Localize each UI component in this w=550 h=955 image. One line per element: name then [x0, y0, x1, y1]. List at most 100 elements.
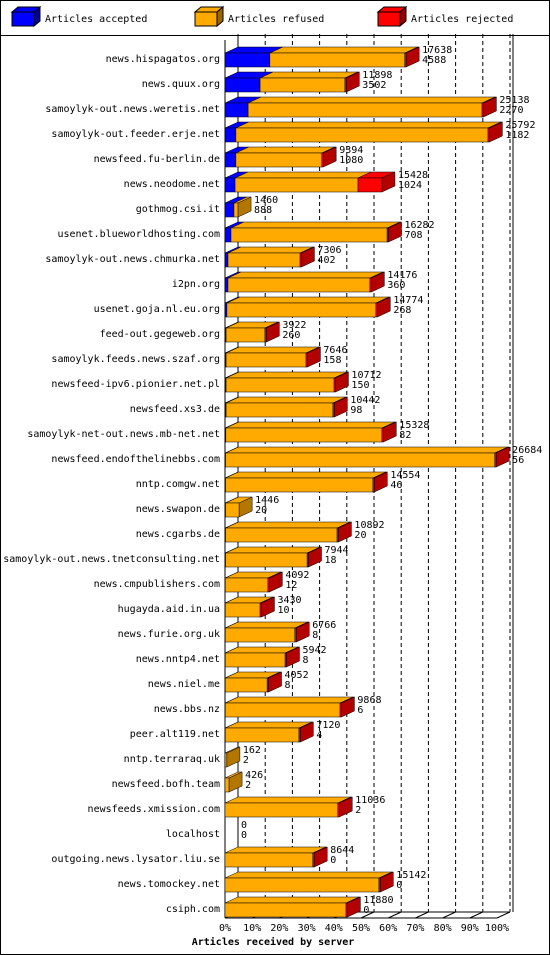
- category-label: gothmog.csi.it: [136, 204, 220, 215]
- x-tick-label: 50%: [352, 923, 370, 934]
- bar-segment: [224, 277, 229, 293]
- bar-side: [268, 671, 282, 693]
- accepted-label: 260: [282, 330, 300, 341]
- bar-segment: [225, 402, 334, 418]
- category-label: outgoing.news.lysator.liu.se: [51, 854, 220, 865]
- bar-side: [495, 446, 510, 468]
- offered-label: 7306: [317, 245, 341, 256]
- offered-label: 10712: [351, 370, 381, 381]
- x-tick: [415, 911, 429, 919]
- bar-side: [300, 721, 314, 743]
- accepted-label: 98: [350, 405, 362, 416]
- accepted-label: 2270: [499, 105, 523, 116]
- offered-label: 4092: [285, 570, 309, 581]
- offered-label: 14176: [387, 270, 417, 281]
- accepted-label: 3502: [362, 80, 386, 91]
- bar-segment: [225, 477, 374, 493]
- bar-segment: [224, 902, 347, 918]
- accepted-label: 0: [241, 830, 247, 841]
- category-label: usenet.goja.nl.eu.org: [94, 304, 220, 315]
- bar-side: [313, 846, 328, 868]
- offered-label: 10892: [354, 520, 384, 531]
- accepted-label: 708: [404, 230, 422, 241]
- x-axis-title: Articles received by server: [192, 936, 355, 948]
- bar-side: [301, 246, 315, 268]
- bar-top: [225, 521, 351, 529]
- x-tick: [469, 911, 484, 919]
- bar-top: [224, 871, 393, 879]
- category-label: samoylyk-out.feeder.erje.net: [51, 129, 220, 140]
- bar-top: [224, 846, 326, 854]
- bar-segment: [234, 177, 359, 193]
- accepted-label: 2: [355, 805, 361, 816]
- offered-label: 16282: [404, 220, 434, 231]
- category-label: news.neodome.net: [124, 179, 220, 190]
- bar-segment: [225, 602, 261, 618]
- bar-segment: [224, 227, 232, 243]
- bar-segment: [225, 527, 338, 543]
- offered-label: 7646: [323, 345, 347, 356]
- accepted-label: 8: [285, 680, 291, 691]
- bar-side: [381, 171, 396, 193]
- bar-side: [346, 71, 360, 93]
- bar-side: [335, 371, 349, 393]
- accepted-label: 12: [285, 580, 297, 591]
- offered-label: 6766: [312, 620, 336, 631]
- offered-label: 15142: [396, 870, 426, 881]
- accepted-label: 82: [399, 430, 411, 441]
- bar-side: [269, 571, 283, 593]
- legend-label: Articles rejected: [411, 14, 513, 25]
- x-tick-label: 80%: [434, 923, 452, 934]
- bar-side: [238, 496, 253, 518]
- category-label: nntp.terraraq.uk: [124, 754, 220, 765]
- bar-segment: [225, 502, 240, 518]
- bar-segment: [269, 52, 406, 68]
- offered-label: 14774: [393, 295, 423, 306]
- bar-top: [248, 96, 496, 104]
- bar-segment: [224, 102, 249, 118]
- offered-label: 7120: [316, 720, 340, 731]
- offered-label: 162: [243, 745, 261, 756]
- bar-segment: [224, 877, 380, 893]
- accepted-label: 1182: [505, 130, 529, 141]
- accepted-label: 0: [330, 855, 336, 866]
- category-label: feed-out.gegeweb.org: [100, 329, 220, 340]
- x-tick: [387, 911, 402, 919]
- bar-segment: [224, 202, 235, 218]
- bar-segment: [225, 652, 286, 668]
- legend-swatch: [11, 11, 35, 27]
- bar-segment: [225, 677, 268, 693]
- offered-label: 11898: [362, 70, 392, 81]
- bar-top: [225, 446, 508, 454]
- bar-side: [286, 646, 300, 668]
- bar-segment: [235, 152, 323, 168]
- accepted-label: 18: [325, 555, 337, 566]
- category-label: samoylyk-net-out.news.mb-net.net: [27, 429, 220, 440]
- category-label: news.cmpublishers.com: [94, 579, 220, 590]
- bar-side: [296, 621, 310, 643]
- bar-segment: [224, 752, 228, 768]
- bar-segment: [224, 252, 229, 268]
- category-label: newsfeed-ipv6.pionier.net.pl: [51, 379, 220, 390]
- accepted-label: 888: [254, 205, 272, 216]
- accepted-label: 2: [243, 755, 249, 766]
- bar-segment: [224, 127, 237, 143]
- bar-top: [225, 396, 347, 404]
- legend-label: Articles refused: [228, 14, 324, 25]
- bar-side: [341, 696, 355, 718]
- category-label: news.swapon.de: [136, 504, 220, 515]
- bar-segment: [225, 727, 300, 743]
- bar-top: [225, 546, 321, 554]
- offered-label: 10442: [350, 395, 380, 406]
- category-label: newsfeed.xs3.de: [130, 404, 220, 415]
- accepted-label: 360: [387, 280, 405, 291]
- offered-label: 26684: [512, 445, 542, 456]
- bar-side: [383, 421, 397, 443]
- bar-side: [237, 196, 252, 218]
- bar-side: [266, 321, 280, 343]
- x-tick-label: 100%: [485, 923, 509, 934]
- offered-label: 15328: [399, 420, 429, 431]
- bar-top: [227, 271, 384, 279]
- bar-segment: [225, 577, 269, 593]
- offered-label: 9868: [357, 695, 381, 706]
